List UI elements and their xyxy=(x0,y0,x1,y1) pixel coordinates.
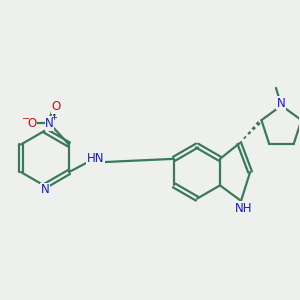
Text: −: − xyxy=(22,114,30,124)
Text: O: O xyxy=(52,100,61,113)
Text: +: + xyxy=(50,113,57,122)
Text: HN: HN xyxy=(87,152,104,165)
Text: NH: NH xyxy=(235,202,252,214)
Text: N: N xyxy=(40,183,49,196)
Text: N: N xyxy=(45,117,54,130)
Text: N: N xyxy=(277,97,286,110)
Text: O: O xyxy=(27,117,37,130)
